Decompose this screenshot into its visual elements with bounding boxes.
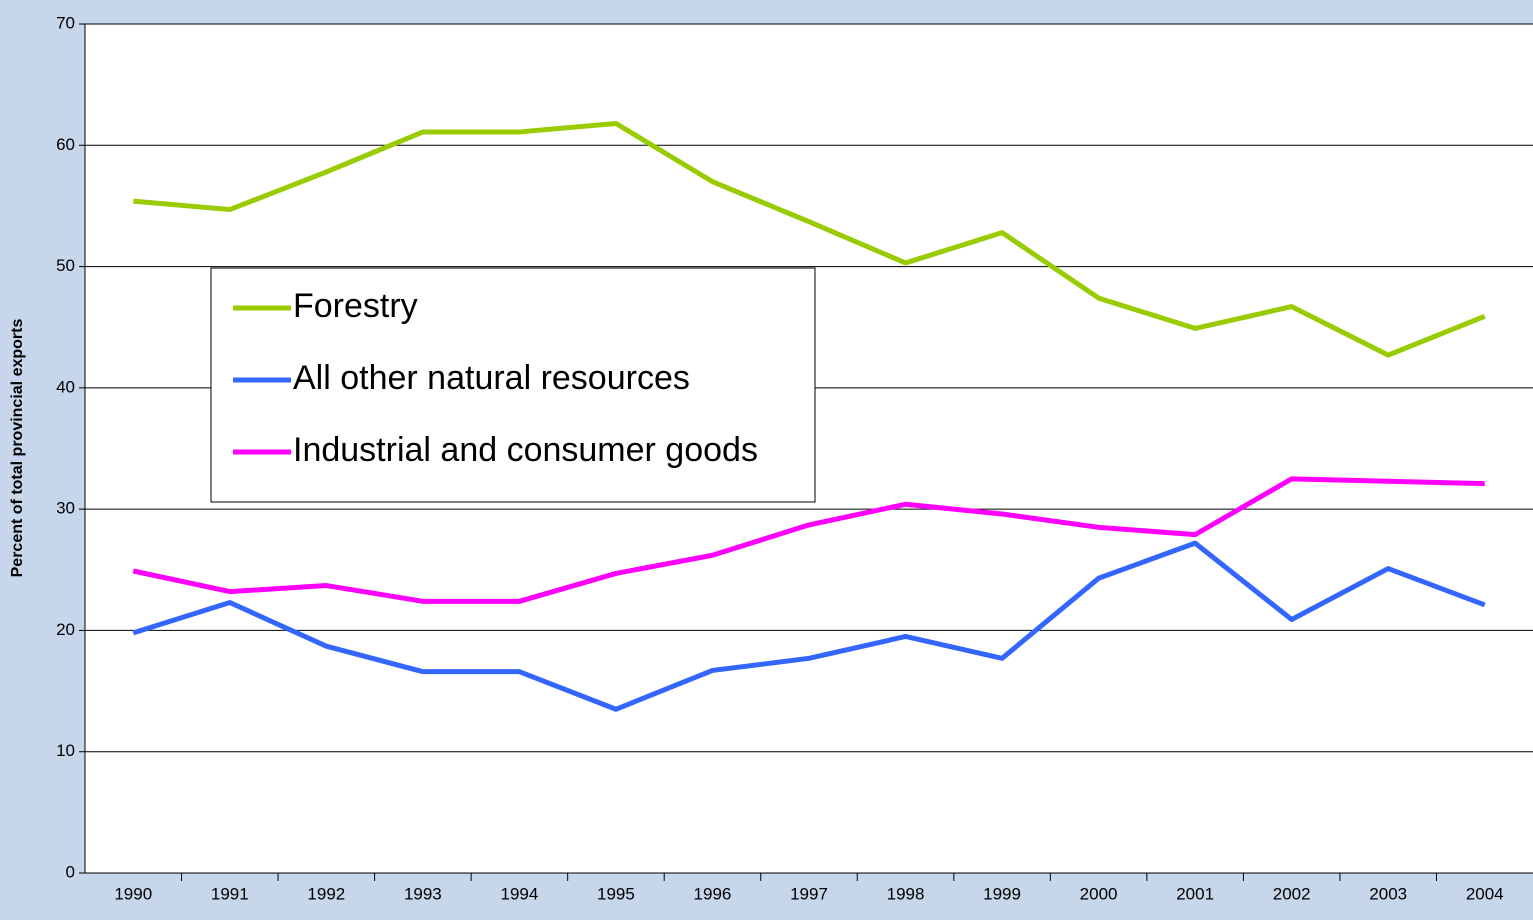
y-tick-label: 0: [66, 862, 75, 881]
y-tick-label: 20: [56, 620, 75, 639]
x-tick-label: 1990: [114, 884, 152, 903]
legend: Forestry All other natural resources Indus…: [210, 267, 816, 503]
x-tick-label: 1999: [983, 884, 1021, 903]
legend-label: Industrial and consumer goods: [293, 431, 758, 469]
series-line: [133, 120, 1486, 358]
legend-label: Forestry: [293, 287, 418, 325]
series-line: [132, 540, 1486, 712]
x-tick-label: 1994: [500, 884, 538, 903]
x-tick-label: 1997: [790, 884, 828, 903]
y-tick-label: 30: [56, 499, 75, 518]
x-tick-label: 1992: [307, 884, 345, 903]
legend-label: All other natural resources: [293, 359, 690, 397]
x-tick-label: 2000: [1080, 884, 1118, 903]
x-tick-label: 1991: [211, 884, 249, 903]
x-tick-label: 1995: [597, 884, 635, 903]
y-tick-label: 40: [56, 377, 75, 396]
y-tick-label: 70: [56, 13, 75, 32]
series-line: [132, 476, 1485, 604]
legend-box: [210, 267, 816, 503]
y-tick-label: 10: [56, 741, 75, 760]
x-tick-label: 2002: [1273, 884, 1311, 903]
x-tick-label: 2004: [1466, 884, 1504, 903]
x-tick-label: 1996: [694, 884, 732, 903]
x-tick-label: 2003: [1369, 884, 1407, 903]
x-tick-label: 2001: [1176, 884, 1214, 903]
x-tick-label: 1998: [887, 884, 925, 903]
y-tick-label: 60: [56, 135, 75, 154]
y-tick-label: 50: [56, 256, 75, 275]
y-axis-title: Percent of total provincial exports: [9, 319, 26, 578]
x-tick-label: 1993: [404, 884, 442, 903]
